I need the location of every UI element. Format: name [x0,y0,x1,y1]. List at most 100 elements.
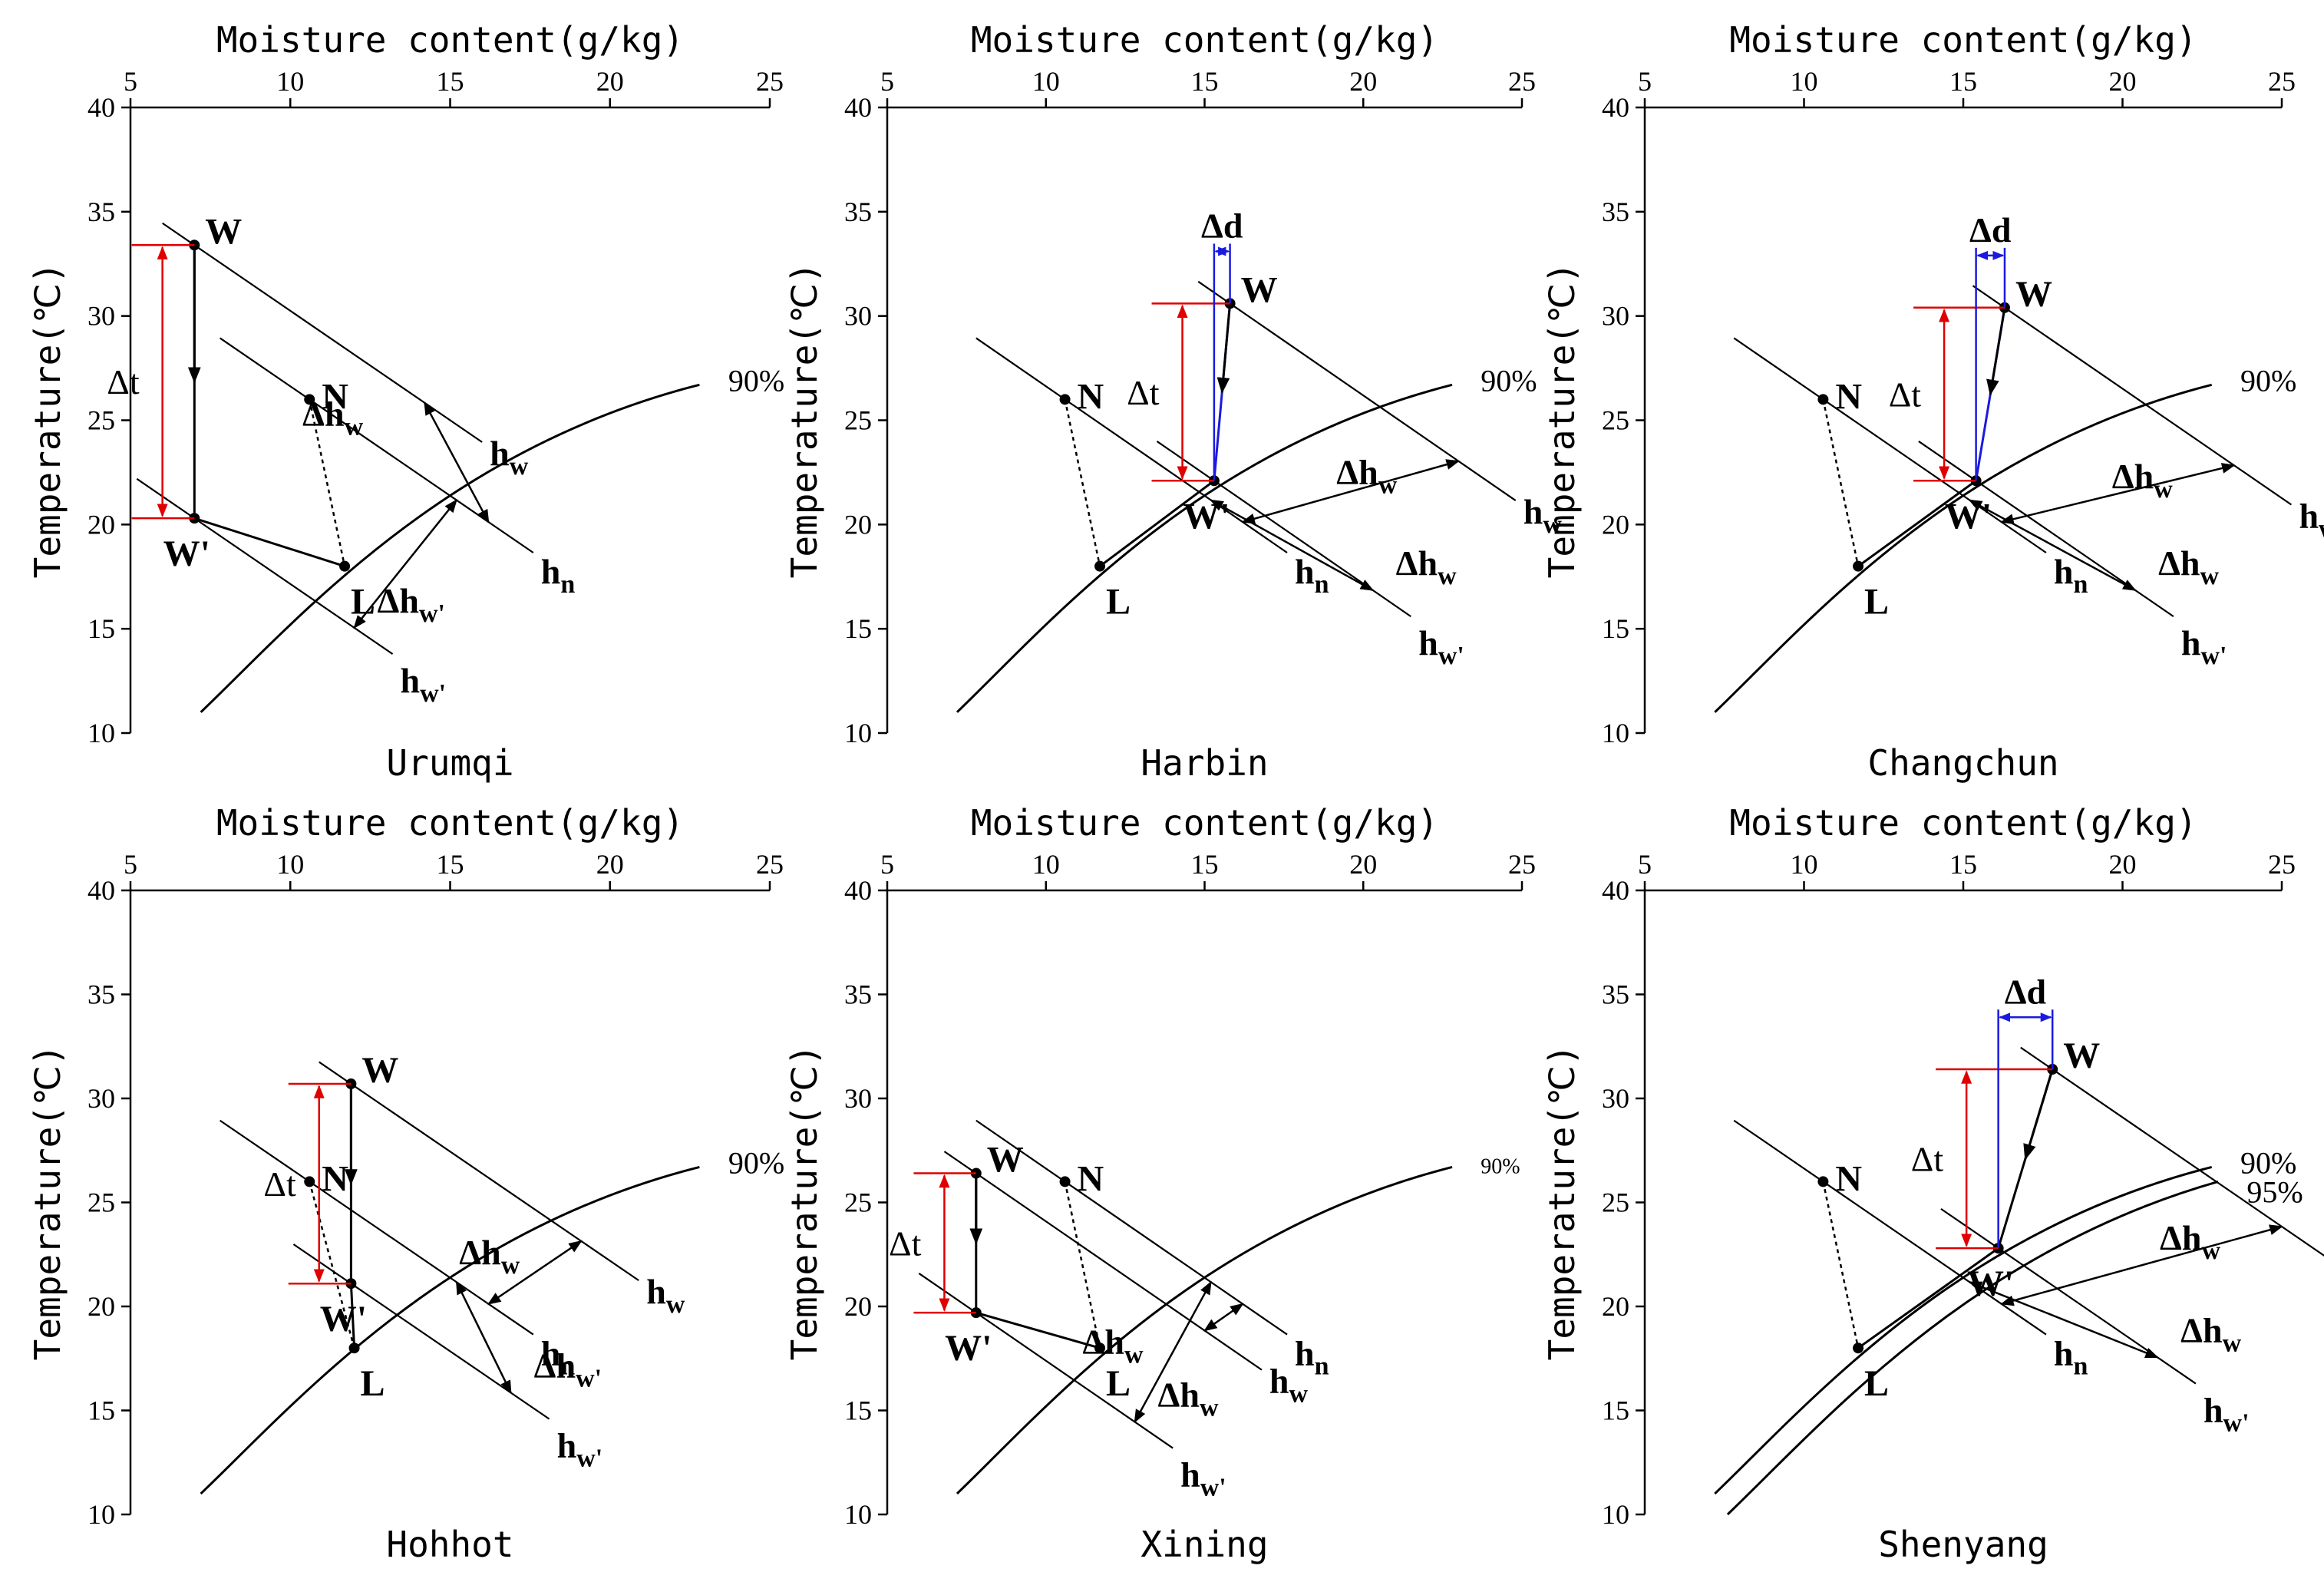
y-tick-label: 40 [1602,875,1629,906]
point-n [1059,1176,1071,1187]
delta-hw-arrow [424,401,490,523]
process-line-wprime-l [349,1283,356,1349]
process-arrow-w-wprime [1216,303,1232,394]
rh-label-95: 95% [2246,1175,2303,1210]
label-w-prime: W' [1183,496,1230,537]
panel-urumqi: 10 15 20 25 30 35 40 5 10 15 20 25 Moisture content(… [27,19,784,784]
delta-hw-arrow [1203,1303,1244,1332]
process-line-n-l [1064,399,1101,566]
label-w: W [2063,1035,2100,1076]
y-axis-title: Temperature(℃) [784,263,825,579]
y-tick-label: 30 [87,1083,115,1114]
x-tick-label: 25 [1508,849,1536,880]
point-l [1853,1343,1864,1354]
y-axis-title: Temperature(℃) [1541,263,1583,579]
y-tick-label: 25 [1602,1187,1629,1218]
delta-hw-second-arrow [1134,1280,1212,1423]
process-line-wprime-l [193,517,345,568]
y-tick-label: 15 [87,1395,115,1426]
label-w-prime: W' [163,533,210,574]
label-delta-d: Δd [1969,210,2012,249]
x-tick-label: 25 [1508,66,1536,97]
label-l: L [361,1363,385,1404]
x-axis-title: Moisture content(g/kg) [216,802,684,844]
x-tick-label: 10 [1791,849,1818,880]
rh-curve-95 [1726,1180,2219,1516]
panel-title: Changchun [1867,742,2058,784]
y-tick-label: 35 [844,197,872,227]
rh-label-90: 90% [728,1146,784,1181]
enthalpy-line-hw [1972,285,2293,506]
rh-label-90: 90% [1481,1155,1520,1179]
label-w: W [361,1050,398,1091]
x-tick-label: 25 [2268,66,2296,97]
x-tick-label: 20 [596,66,624,97]
label-w: W [205,211,242,252]
process-line-n-l [309,399,346,566]
panel-hohhot: 10 15 20 25 30 35 40 5 10 15 20 25 Moisture content(… [27,802,784,1565]
panel-title: Harbin [1141,742,1268,784]
delta-hw-second-arrow [1210,499,1375,592]
label-n: N [322,1158,348,1199]
label-w: W [1241,269,1278,310]
point-n [304,1176,315,1187]
label-delta-t: Δt [263,1164,296,1204]
x-axis-title: Moisture content(g/kg) [1729,19,2197,61]
label-delta-hw-second: Δhw' [534,1346,602,1392]
enthalpy-line-hn [1733,337,2047,553]
label-delta-hw-second: Δhw [1158,1375,1219,1422]
rh-label-90: 90% [2240,363,2296,398]
x-tick-label: 20 [2109,66,2137,97]
label-h-w-prime: hw' [1180,1455,1226,1502]
y-tick-label: 15 [844,613,872,644]
label-delta-d: Δd [2005,972,2047,1011]
y-tick-label: 20 [87,509,115,540]
y-tick-label: 25 [1602,405,1629,436]
x-tick-label: 5 [880,849,894,880]
label-h-w-prime: hw' [1418,623,1464,670]
point-l [1853,560,1864,572]
label-delta-hw: Δhw [2112,457,2173,504]
delta-hw-second-arrow [353,499,457,629]
y-tick-label: 40 [844,92,872,123]
label-l: L [1864,582,1889,623]
label-h-w: hw [490,434,529,481]
y-tick-label: 30 [844,301,872,332]
label-delta-hw-second: Δhw [2180,1310,2241,1357]
label-l: L [1106,582,1131,623]
process-arrow-w-wprime [1986,307,2006,396]
label-delta-d: Δd [1201,206,1243,245]
panel-xining: 10 15 20 25 30 35 40 5 10 15 20 25 Moisture content(… [784,802,1536,1565]
x-tick-label: 10 [276,66,304,97]
rh-curve-90 [956,383,1453,713]
y-axis-title: Temperature(℃) [27,263,68,579]
x-tick-label: 15 [1191,66,1219,97]
process-arrow-w-wprime [2023,1068,2054,1161]
y-tick-label: 20 [1602,509,1629,540]
x-tick-label: 20 [1349,849,1377,880]
x-tick-label: 10 [1032,66,1060,97]
y-tick-label: 40 [87,875,115,906]
y-tick-label: 25 [844,1187,872,1218]
x-tick-label: 5 [880,66,894,97]
enthalpy-line-hn [975,1119,1288,1336]
x-axis-title: Moisture content(g/kg) [1729,802,2197,844]
label-delta-hw: Δhw [459,1233,520,1280]
y-tick-label: 15 [844,1395,872,1426]
y-tick-label: 25 [87,405,115,436]
y-tick-label: 15 [87,613,115,644]
label-h-w-prime: hw' [401,661,447,708]
y-tick-label: 35 [87,197,115,227]
label-h-n: hn [2054,552,2088,599]
rh-curve-90 [1714,383,2213,713]
y-tick-label: 15 [1602,1395,1629,1426]
label-h-w-prime: hw' [557,1426,603,1473]
x-tick-label: 15 [1949,66,1977,97]
x-tick-label: 15 [1949,849,1977,880]
y-tick-label: 35 [1602,197,1629,227]
x-tick-label: 10 [1791,66,1818,97]
label-h-n: hn [2054,1334,2088,1381]
label-delta-t: Δt [889,1224,922,1263]
y-tick-label: 30 [1602,301,1629,332]
